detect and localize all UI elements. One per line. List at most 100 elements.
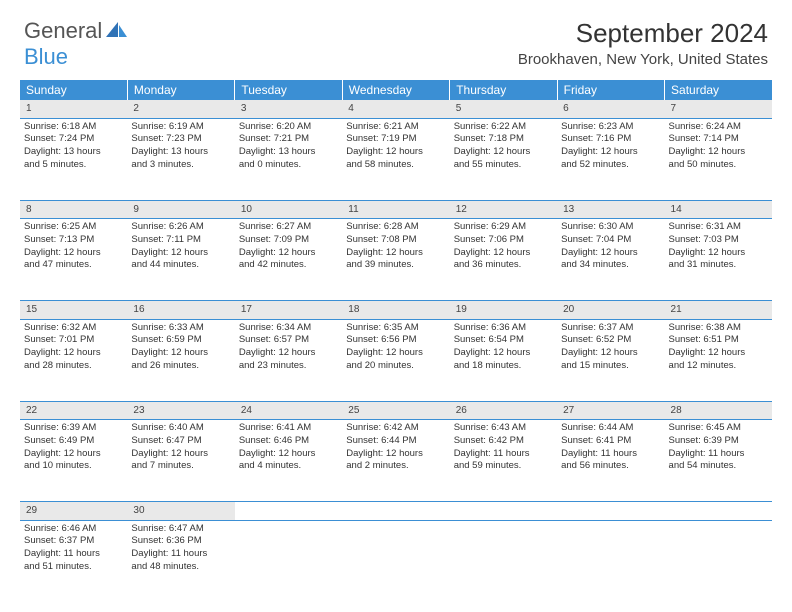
daylight-text-2: and 3 minutes. <box>131 159 230 172</box>
weekday-header: Thursday <box>450 80 557 100</box>
day-number: 5 <box>450 100 557 118</box>
sunrise-text: Sunrise: 6:26 AM <box>131 221 230 234</box>
day-cell: Sunrise: 6:33 AMSunset: 6:59 PMDaylight:… <box>127 319 234 401</box>
day-number: 30 <box>127 502 234 521</box>
daylight-text-2: and 52 minutes. <box>561 159 660 172</box>
daylight-text-2: and 18 minutes. <box>454 360 553 373</box>
day-number: 23 <box>127 401 234 420</box>
sunset-text: Sunset: 7:09 PM <box>239 234 338 247</box>
day-number: 16 <box>127 301 234 320</box>
page-subtitle: Brookhaven, New York, United States <box>518 51 768 68</box>
sunset-text: Sunset: 7:06 PM <box>454 234 553 247</box>
day-cell: Sunrise: 6:19 AMSunset: 7:23 PMDaylight:… <box>127 118 234 200</box>
daylight-text-2: and 0 minutes. <box>239 159 338 172</box>
day-cell: Sunrise: 6:31 AMSunset: 7:03 PMDaylight:… <box>665 219 772 301</box>
daylight-text-1: Daylight: 12 hours <box>561 347 660 360</box>
day-number: 26 <box>450 401 557 420</box>
day-number <box>557 502 664 521</box>
day-number: 29 <box>20 502 127 521</box>
daylight-text-2: and 51 minutes. <box>24 561 123 574</box>
day-number: 11 <box>342 200 449 219</box>
logo-sail-icon <box>106 18 128 44</box>
sunrise-text: Sunrise: 6:24 AM <box>669 121 768 134</box>
daylight-text-1: Daylight: 12 hours <box>131 347 230 360</box>
day-number: 14 <box>665 200 772 219</box>
daylight-text-2: and 36 minutes. <box>454 259 553 272</box>
day-number-row: 1234567 <box>20 100 772 118</box>
sunrise-text: Sunrise: 6:34 AM <box>239 322 338 335</box>
daylight-text-2: and 39 minutes. <box>346 259 445 272</box>
daylight-text-1: Daylight: 12 hours <box>24 448 123 461</box>
sunset-text: Sunset: 6:59 PM <box>131 334 230 347</box>
day-cell: Sunrise: 6:28 AMSunset: 7:08 PMDaylight:… <box>342 219 449 301</box>
daylight-text-1: Daylight: 12 hours <box>669 247 768 260</box>
sunset-text: Sunset: 7:16 PM <box>561 133 660 146</box>
day-cell: Sunrise: 6:20 AMSunset: 7:21 PMDaylight:… <box>235 118 342 200</box>
day-number: 21 <box>665 301 772 320</box>
sunrise-text: Sunrise: 6:22 AM <box>454 121 553 134</box>
daylight-text-1: Daylight: 12 hours <box>454 146 553 159</box>
day-number: 24 <box>235 401 342 420</box>
sunset-text: Sunset: 7:21 PM <box>239 133 338 146</box>
sunset-text: Sunset: 7:14 PM <box>669 133 768 146</box>
day-number: 9 <box>127 200 234 219</box>
sunrise-text: Sunrise: 6:43 AM <box>454 422 553 435</box>
day-cell: Sunrise: 6:46 AMSunset: 6:37 PMDaylight:… <box>20 520 127 602</box>
day-number: 10 <box>235 200 342 219</box>
day-number: 19 <box>450 301 557 320</box>
day-number-row: 2930 <box>20 502 772 521</box>
sunset-text: Sunset: 6:44 PM <box>346 435 445 448</box>
day-cell: Sunrise: 6:47 AMSunset: 6:36 PMDaylight:… <box>127 520 234 602</box>
weekday-header: Monday <box>127 80 234 100</box>
day-number: 2 <box>127 100 234 118</box>
sunset-text: Sunset: 6:46 PM <box>239 435 338 448</box>
day-cell: Sunrise: 6:34 AMSunset: 6:57 PMDaylight:… <box>235 319 342 401</box>
daylight-text-1: Daylight: 12 hours <box>239 347 338 360</box>
sunrise-text: Sunrise: 6:19 AM <box>131 121 230 134</box>
day-cell: Sunrise: 6:38 AMSunset: 6:51 PMDaylight:… <box>665 319 772 401</box>
sunrise-text: Sunrise: 6:44 AM <box>561 422 660 435</box>
sunset-text: Sunset: 7:18 PM <box>454 133 553 146</box>
daylight-text-2: and 54 minutes. <box>669 460 768 473</box>
sunset-text: Sunset: 6:52 PM <box>561 334 660 347</box>
page-title: September 2024 <box>518 18 768 49</box>
weekday-header: Saturday <box>665 80 772 100</box>
sunset-text: Sunset: 7:19 PM <box>346 133 445 146</box>
sunrise-text: Sunrise: 6:45 AM <box>669 422 768 435</box>
weekday-header: Sunday <box>20 80 127 100</box>
sunrise-text: Sunrise: 6:38 AM <box>669 322 768 335</box>
daylight-text-1: Daylight: 12 hours <box>561 146 660 159</box>
daylight-text-1: Daylight: 12 hours <box>239 448 338 461</box>
daylight-text-1: Daylight: 12 hours <box>454 347 553 360</box>
daylight-text-2: and 15 minutes. <box>561 360 660 373</box>
sunrise-text: Sunrise: 6:41 AM <box>239 422 338 435</box>
sunset-text: Sunset: 7:08 PM <box>346 234 445 247</box>
day-number: 6 <box>557 100 664 118</box>
week-row: Sunrise: 6:39 AMSunset: 6:49 PMDaylight:… <box>20 420 772 502</box>
day-number <box>342 502 449 521</box>
day-cell: Sunrise: 6:24 AMSunset: 7:14 PMDaylight:… <box>665 118 772 200</box>
daylight-text-1: Daylight: 11 hours <box>131 548 230 561</box>
daylight-text-2: and 55 minutes. <box>454 159 553 172</box>
day-number: 17 <box>235 301 342 320</box>
daylight-text-1: Daylight: 12 hours <box>454 247 553 260</box>
sunset-text: Sunset: 7:24 PM <box>24 133 123 146</box>
daylight-text-2: and 47 minutes. <box>24 259 123 272</box>
sunset-text: Sunset: 6:39 PM <box>669 435 768 448</box>
sunrise-text: Sunrise: 6:40 AM <box>131 422 230 435</box>
day-number: 12 <box>450 200 557 219</box>
daylight-text-2: and 58 minutes. <box>346 159 445 172</box>
daylight-text-2: and 5 minutes. <box>24 159 123 172</box>
weekday-header: Friday <box>557 80 664 100</box>
sunrise-text: Sunrise: 6:42 AM <box>346 422 445 435</box>
daylight-text-1: Daylight: 12 hours <box>346 448 445 461</box>
daylight-text-1: Daylight: 12 hours <box>346 247 445 260</box>
day-number-row: 891011121314 <box>20 200 772 219</box>
day-number: 20 <box>557 301 664 320</box>
day-number: 7 <box>665 100 772 118</box>
daylight-text-1: Daylight: 12 hours <box>131 448 230 461</box>
daylight-text-2: and 12 minutes. <box>669 360 768 373</box>
day-number-row: 15161718192021 <box>20 301 772 320</box>
sunrise-text: Sunrise: 6:47 AM <box>131 523 230 536</box>
day-cell: Sunrise: 6:26 AMSunset: 7:11 PMDaylight:… <box>127 219 234 301</box>
